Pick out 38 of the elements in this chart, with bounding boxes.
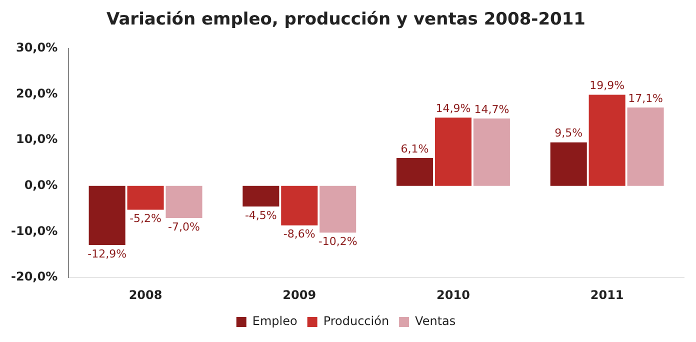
bar: [166, 186, 202, 218]
bar: [588, 94, 626, 186]
y-tick-label: -20,0%: [10, 270, 58, 284]
bar: [627, 108, 664, 186]
data-label: -7,0%: [168, 220, 200, 234]
chart-title: Variación empleo, producción y ventas 2008-2011: [106, 10, 586, 30]
legend-label: Producción: [323, 314, 390, 328]
data-label: 9,5%: [554, 126, 583, 140]
y-tick-label: 10,0%: [16, 132, 58, 146]
x-tick-label: 2009: [282, 288, 316, 302]
bar: [473, 118, 510, 186]
bar: [88, 186, 126, 246]
bar: [320, 186, 356, 233]
bar: [434, 118, 472, 186]
data-label: 19,9%: [590, 79, 625, 92]
legend-label: Empleo: [252, 314, 298, 328]
data-label: 6,1%: [400, 142, 429, 156]
bar: [281, 186, 318, 226]
data-label: -4,5%: [244, 208, 277, 222]
bar: [550, 142, 587, 186]
data-label: -8,6%: [283, 228, 316, 241]
legend-label: Ventas: [415, 314, 456, 328]
data-label: -10,2%: [318, 235, 358, 248]
data-label: -12,9%: [88, 247, 127, 260]
bar: [396, 158, 434, 186]
data-label: 14,7%: [474, 102, 510, 116]
y-tick-label: -10,0%: [10, 224, 58, 238]
bar: [242, 186, 280, 207]
x-tick-label: 2008: [128, 288, 162, 302]
y-tick-label: 20,0%: [16, 86, 58, 100]
x-tick-label: 2011: [590, 288, 624, 302]
bar: [127, 186, 164, 210]
data-label: 14,9%: [436, 102, 471, 115]
y-tick-label: 0,0%: [24, 178, 58, 192]
y-tick-label: 30,0%: [16, 40, 58, 55]
data-label: -5,2%: [130, 212, 162, 226]
x-tick-label: 2010: [436, 288, 470, 302]
data-label: 17,1%: [628, 92, 664, 105]
